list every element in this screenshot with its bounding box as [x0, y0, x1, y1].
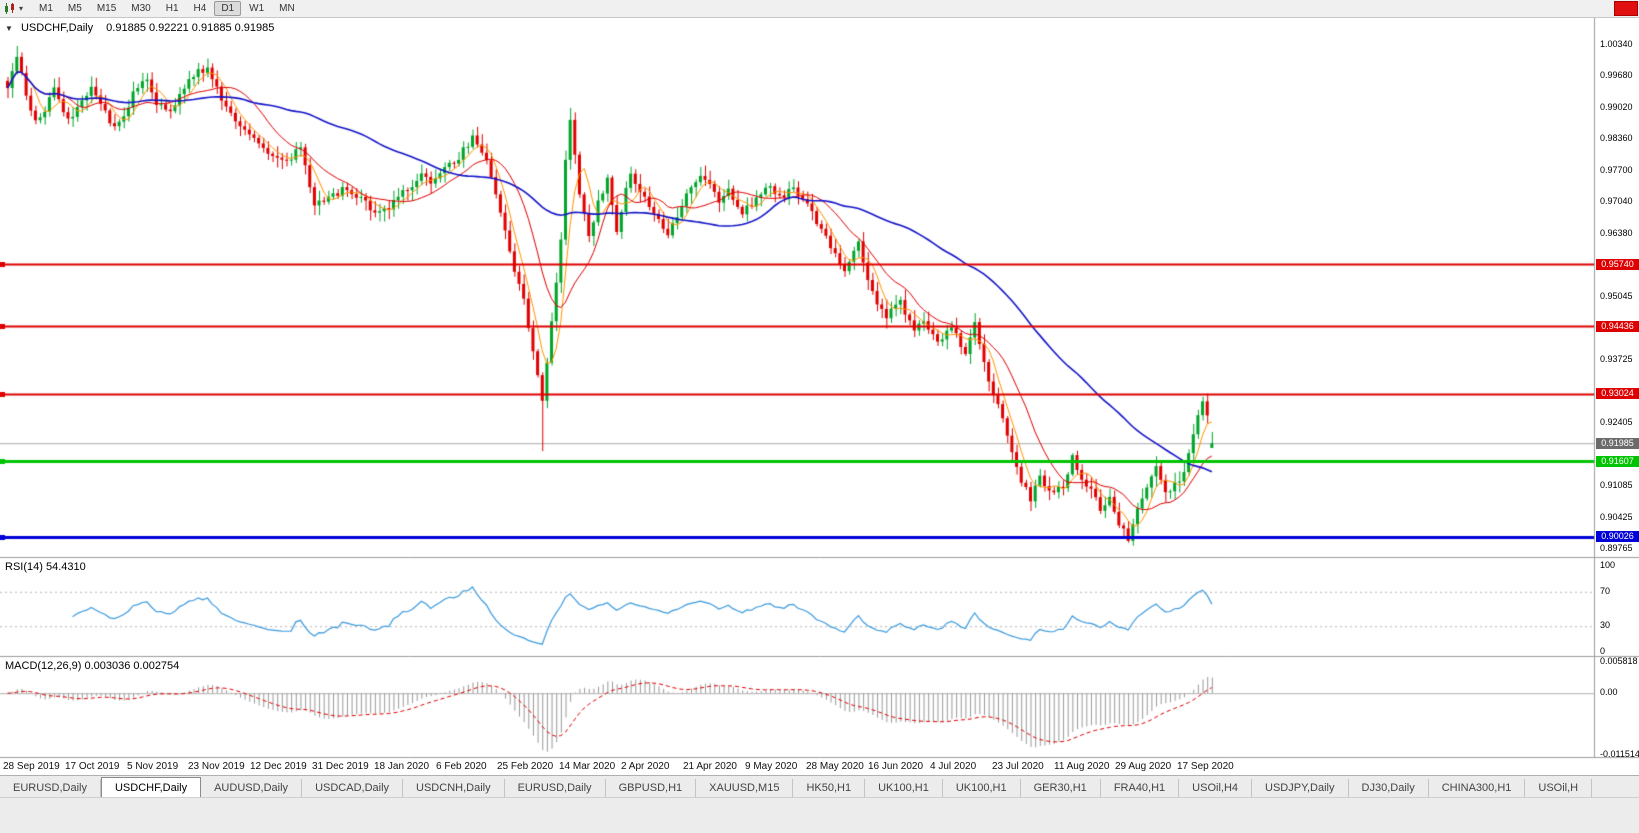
chart-tab-eurusd-daily[interactable]: EURUSD,Daily: [0, 779, 101, 798]
chart-type-button[interactable]: ▾: [4, 3, 23, 14]
chart-tab-usdjpy-daily[interactable]: USDJPY,Daily: [1252, 779, 1349, 798]
timeframe-button-h1[interactable]: H1: [165, 3, 179, 14]
time-axis-label: 18 Jan 2020: [374, 761, 430, 772]
time-axis-label: 14 Mar 2020: [559, 761, 616, 772]
time-axis-label: 23 Nov 2019: [188, 761, 245, 772]
price-axis-label: 0.97040: [1600, 196, 1633, 206]
time-axis-label: 6 Feb 2020: [436, 761, 487, 772]
chart-tab-hk50-h1[interactable]: HK50,H1: [793, 779, 866, 798]
dropdown-arrow-icon: ▾: [19, 4, 24, 13]
rsi-axis-label: 0: [1600, 646, 1606, 656]
close-window-button[interactable]: [1614, 1, 1638, 16]
price-level-badge-resistance-line[interactable]: 0.93024: [1596, 388, 1639, 399]
price-axis-label: 0.99680: [1600, 70, 1633, 80]
timeframe-button-m15[interactable]: M15: [96, 3, 117, 14]
timeframe-button-h4[interactable]: H4: [193, 3, 207, 14]
time-axis-label: 25 Feb 2020: [497, 761, 554, 772]
price-level-badge-resistance-line[interactable]: 0.95740: [1596, 259, 1639, 270]
chart-tab-uk100-h1[interactable]: UK100,H1: [865, 779, 943, 798]
timeframe-button-w1[interactable]: W1: [249, 3, 265, 14]
price-axis-label: 0.90425: [1600, 512, 1633, 522]
time-axis-label: 31 Dec 2019: [312, 761, 369, 772]
time-axis-label: 16 Jun 2020: [868, 761, 924, 772]
price-axis-label: 0.91085: [1600, 480, 1633, 490]
time-axis-label: 21 Apr 2020: [683, 761, 737, 772]
chart-tab-ger30-h1[interactable]: GER30,H1: [1020, 779, 1101, 798]
price-level-badge-resistance-line[interactable]: 0.94436: [1596, 321, 1639, 332]
chart-tab-dj30-daily[interactable]: DJ30,Daily: [1348, 779, 1429, 798]
macd-axis-label: 0.00: [1600, 687, 1618, 697]
chart-tab-uk100-h1[interactable]: UK100,H1: [942, 779, 1021, 798]
time-axis-label: 17 Sep 2020: [1177, 761, 1234, 772]
chart-tab-usdchf-daily[interactable]: USDCHF,Daily: [100, 777, 202, 798]
price-chart-canvas[interactable]: [0, 18, 1639, 775]
rsi-indicator-label: RSI(14) 54.4310: [5, 561, 86, 573]
chart-tab-usdcad-daily[interactable]: USDCAD,Daily: [302, 779, 404, 798]
price-axis-label: 0.92405: [1600, 417, 1633, 427]
timeframe-button-d1[interactable]: D1: [214, 1, 242, 16]
price-axis-label: 0.93725: [1600, 354, 1633, 364]
chart-tab-china300-h1[interactable]: CHINA300,H1: [1428, 779, 1526, 798]
price-axis-label: 0.96380: [1600, 228, 1633, 238]
price-level-badge-support-line[interactable]: 0.91607: [1596, 456, 1639, 467]
price-axis-label: 0.95045: [1600, 291, 1633, 301]
timeframe-button-mn[interactable]: MN: [279, 3, 295, 14]
chart-tab-eurusd-daily[interactable]: EURUSD,Daily: [504, 779, 606, 798]
time-axis-label: 29 Aug 2020: [1115, 761, 1172, 772]
price-level-badge-support-line[interactable]: 0.90026: [1596, 531, 1639, 542]
time-axis-label: 28 May 2020: [806, 761, 864, 772]
chart-tabs-bar: EURUSD,Daily USDCHF,Daily AUDUSD,Daily USDC…: [0, 775, 1639, 798]
price-axis-label: 0.89765: [1600, 543, 1633, 553]
time-axis-label: 2 Apr 2020: [621, 761, 670, 772]
price-axis-label: 0.98360: [1600, 133, 1633, 143]
price-axis-label: 0.99020: [1600, 102, 1633, 112]
macd-indicator-label: MACD(12,26,9) 0.003036 0.002754: [5, 660, 180, 672]
chart-ohlc-values: 0.91885 0.92221 0.91885 0.91985: [106, 22, 275, 34]
chart-title: ▼ USDCHF,Daily 0.91885 0.92221 0.91885 0…: [5, 22, 274, 34]
chart-tab-fra40-h1[interactable]: FRA40,H1: [1100, 779, 1180, 798]
timeframe-button-m30[interactable]: M30: [131, 3, 151, 14]
time-axis-label: 5 Nov 2019: [127, 761, 179, 772]
chart-tab-xauusd-m15[interactable]: XAUUSD,M15: [696, 779, 794, 798]
rsi-axis-label: 30: [1600, 620, 1611, 630]
chart-tab-gbpusd-h1[interactable]: GBPUSD,H1: [605, 779, 697, 798]
chart-tab-usoil-h[interactable]: USOil,H: [1525, 779, 1593, 798]
timeframe-buttons: M1 M5 M15 M30 H1 H4 D1 W1 MN: [32, 1, 302, 16]
macd-axis-label: -0.011514: [1600, 749, 1639, 759]
time-axis-label: 28 Sep 2019: [3, 761, 60, 772]
time-axis-label: 23 Jul 2020: [992, 761, 1044, 772]
timeframe-button-m1[interactable]: M1: [39, 3, 53, 14]
macd-axis-label: 0.005818: [1600, 656, 1638, 666]
chart-tab-audusd-daily[interactable]: AUDUSD,Daily: [201, 779, 303, 798]
rsi-axis-label: 70: [1600, 586, 1611, 596]
price-level-badge-current-price[interactable]: 0.91985: [1596, 438, 1639, 449]
chart-area: ▼ USDCHF,Daily 0.91885 0.92221 0.91885 0…: [0, 18, 1639, 775]
rsi-axis-label: 100: [1600, 560, 1616, 570]
price-axis-label: 1.00340: [1600, 39, 1633, 49]
time-axis-label: 11 Aug 2020: [1054, 761, 1110, 772]
chart-symbol-label: USDCHF,Daily: [20, 22, 94, 34]
time-axis-label: 9 May 2020: [745, 761, 798, 772]
chart-tab-usoil-h4[interactable]: USOil,H4: [1179, 779, 1253, 798]
chart-tab-usdcnh-daily[interactable]: USDCNH,Daily: [403, 779, 505, 798]
time-axis-label: 12 Dec 2019: [250, 761, 307, 772]
timeframe-toolbar: ▾ M1 M5 M15 M30 H1 H4 D1 W1 MN: [0, 0, 1639, 18]
time-axis-label: 4 Jul 2020: [930, 761, 977, 772]
time-axis-label: 17 Oct 2019: [65, 761, 120, 772]
status-bar: [0, 797, 1639, 833]
timeframe-button-m5[interactable]: M5: [67, 3, 82, 14]
candlestick-chart-icon: [5, 3, 14, 14]
price-axis-label: 0.97700: [1600, 165, 1633, 175]
collapse-arrow-icon[interactable]: ▼: [5, 24, 13, 33]
